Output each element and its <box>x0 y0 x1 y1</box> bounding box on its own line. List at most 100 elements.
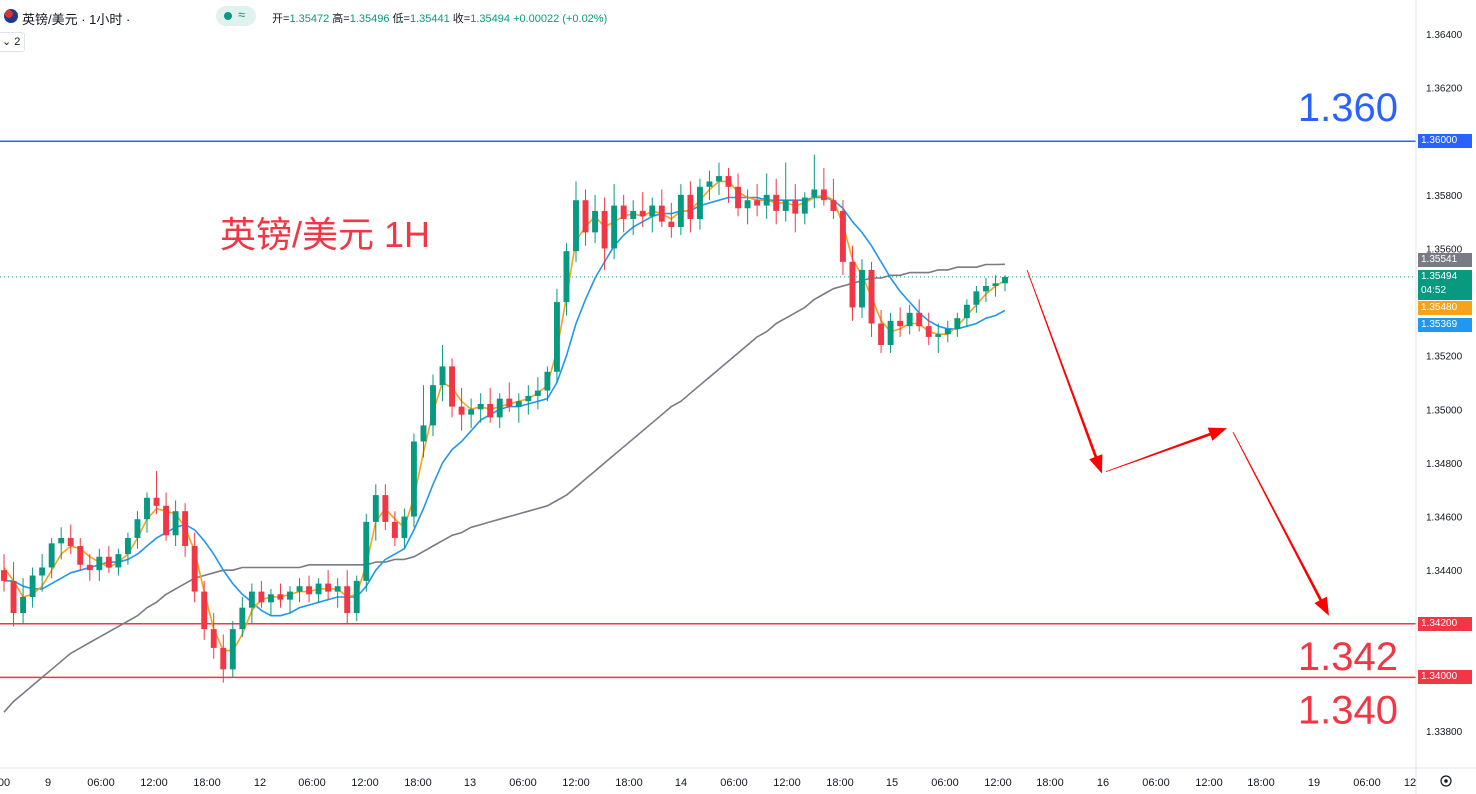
gbp-usd-flag-icon <box>4 9 18 23</box>
candle <box>1002 275 1008 292</box>
candle <box>897 307 904 337</box>
candle <box>391 511 398 547</box>
candle <box>115 548 122 576</box>
price-axis[interactable]: 1.36400 1.36200 1.35800 1.35600 1.35200 1.350… <box>1415 0 1463 794</box>
candle <box>792 184 799 233</box>
candle <box>782 162 789 222</box>
x-tick-label: 18:00 <box>404 777 432 789</box>
candle <box>763 173 770 219</box>
candle <box>487 387 494 423</box>
x-tick-label: 12:00 <box>773 777 801 789</box>
candle <box>839 200 846 276</box>
candle <box>696 178 703 230</box>
y-tick-label: 1.35200 <box>1426 352 1463 363</box>
price-tag-1.35480: 1.35480 <box>1418 301 1472 315</box>
candle <box>477 393 484 423</box>
candle <box>372 484 379 541</box>
market-open-icon <box>224 12 232 20</box>
candle <box>706 170 713 201</box>
time-axis[interactable]: 00 9 06:00 12:00 18:00 12 06:00 12:00 18:00 13 06:… <box>0 767 1476 789</box>
candle <box>248 583 255 624</box>
x-tick-label: 16 <box>1097 777 1109 789</box>
x-tick-label: 06:00 <box>720 777 748 789</box>
candle <box>39 554 46 592</box>
candle <box>287 586 293 614</box>
high-value: 1.35496 <box>349 13 390 25</box>
candle <box>801 192 808 225</box>
symbol-title[interactable]: 英镑/美元 · 1小时 · <box>22 12 131 27</box>
y-tick-label: 1.33800 <box>1426 727 1463 738</box>
candle <box>811 154 818 209</box>
x-tick-label: 12:00 <box>984 777 1012 789</box>
price-tag-1.35494: 1.35494 04:52 <box>1418 270 1472 300</box>
candle <box>1 554 7 592</box>
candle <box>58 527 65 560</box>
candle <box>315 578 322 603</box>
candle <box>334 578 341 608</box>
candle <box>630 200 637 236</box>
chart-header: 英镑/美元 · 1小时 · ≈ 开=1.35472 高=1.35496 低=1.… <box>0 0 1400 34</box>
candle <box>458 387 465 431</box>
candle <box>677 184 684 236</box>
x-tick-label: 12:00 <box>1195 777 1223 789</box>
y-tick-label: 1.34600 <box>1426 513 1463 524</box>
market-status-pill[interactable]: ≈ <box>216 6 256 26</box>
x-tick-label: 06:00 <box>1353 777 1381 789</box>
candle <box>563 243 570 316</box>
ma-fast-line <box>3 180 1006 652</box>
candle <box>592 194 599 244</box>
candle <box>48 537 55 579</box>
candle <box>735 173 742 217</box>
candle <box>77 537 84 571</box>
candle <box>430 374 436 437</box>
x-tick-label: 06:00 <box>1142 777 1170 789</box>
price-tag-1.35541: 1.35541 <box>1418 253 1472 267</box>
candle <box>277 583 284 608</box>
x-tick-label: 19 <box>1308 777 1320 789</box>
candle <box>906 304 913 335</box>
candle <box>544 366 551 402</box>
x-tick-label: 14 <box>675 777 687 789</box>
candles <box>1 154 1008 683</box>
level-label-1.342: 1.342 <box>1298 635 1398 679</box>
x-tick-label: 18:00 <box>1247 777 1275 789</box>
candle <box>134 511 141 549</box>
projection-arrow-down-1 <box>1026 269 1103 474</box>
candle <box>306 575 313 603</box>
x-tick-label: 13 <box>464 777 476 789</box>
candle <box>420 385 427 458</box>
ma-slow-line <box>3 263 1006 713</box>
candle <box>439 344 446 402</box>
x-tick-label: 18:00 <box>615 777 643 789</box>
candle <box>573 181 579 262</box>
projection-arrow-down-2 <box>1232 431 1329 616</box>
candle <box>925 312 932 345</box>
candle <box>229 621 236 678</box>
open-value: 1.35472 <box>289 13 330 25</box>
candle <box>973 285 980 313</box>
candle <box>382 484 389 530</box>
candle <box>191 532 198 603</box>
open-label: 开= <box>272 13 290 25</box>
indicator-toggle[interactable]: ⌄ 2 <box>0 32 26 52</box>
gear-icon[interactable] <box>1440 775 1452 787</box>
candle <box>410 433 417 528</box>
change-value: +0.00022 (+0.02%) <box>513 13 608 25</box>
x-tick-label: 12 <box>254 777 266 789</box>
candle <box>859 259 865 319</box>
candle <box>182 503 189 557</box>
candle <box>534 377 541 410</box>
x-tick-label: 15 <box>886 777 898 789</box>
x-tick-label: 12:00 <box>562 777 590 789</box>
level-lines: 1.360 1.342 1.340 <box>0 86 1416 732</box>
candle <box>620 194 627 233</box>
x-tick-label: 00 <box>0 777 10 789</box>
indicator-count: 2 <box>14 36 21 48</box>
candle <box>258 580 265 608</box>
x-tick-label: 06:00 <box>509 777 537 789</box>
projection-arrow-up <box>1105 427 1227 472</box>
candle <box>639 192 646 228</box>
candle <box>96 548 103 581</box>
candle <box>582 189 589 246</box>
